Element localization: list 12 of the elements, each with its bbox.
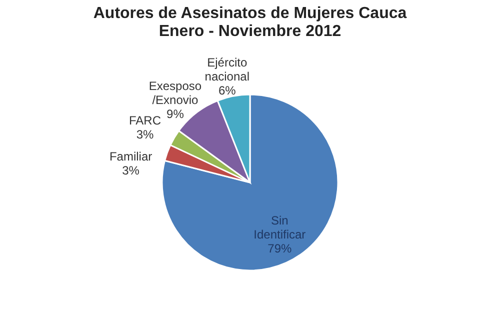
slice-label: Familiar <box>109 150 152 164</box>
slice-label: Sin Identificar <box>254 214 306 242</box>
slice-label: Ejército nacional <box>204 56 250 84</box>
text: Autores de Asesinatos de Mujeres Cauca <box>93 5 407 22</box>
data-label: 79% <box>268 242 292 256</box>
text: Enero - Noviembre 2012 <box>158 23 342 40</box>
data-label: 6% <box>218 84 236 98</box>
slice-label: Exesposo /Exnovio <box>148 79 202 108</box>
data-label: 3% <box>122 164 140 178</box>
slice-label: FARC <box>128 113 162 128</box>
data-label: 3% <box>136 127 154 142</box>
data-label: 9% <box>166 107 184 122</box>
